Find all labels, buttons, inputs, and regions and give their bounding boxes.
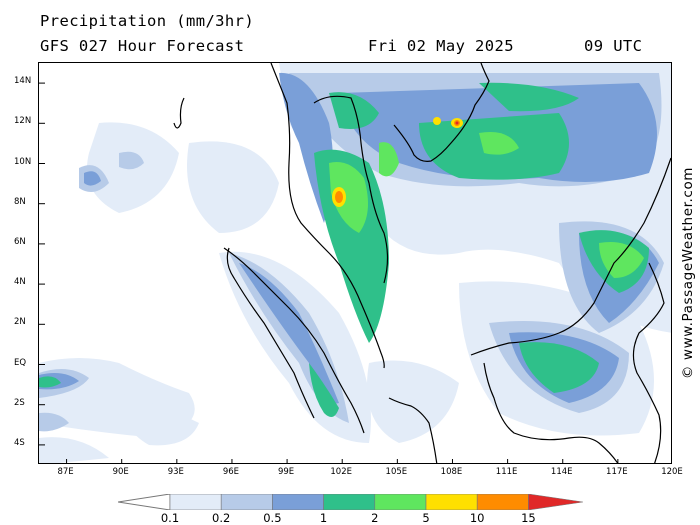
coastline (223, 247, 365, 434)
precip-area (479, 82, 579, 112)
precip-area (379, 142, 399, 177)
precip-area (433, 117, 441, 125)
legend-swatch (169, 494, 222, 510)
lat-label: 4N (14, 277, 26, 288)
lon-label: 93E (167, 467, 184, 477)
legend-swatch (476, 494, 529, 510)
lat-label: 2S (14, 397, 25, 408)
lat-label: 14N (14, 76, 32, 87)
coastline (632, 262, 665, 463)
lat-label: 8N (14, 196, 26, 207)
legend-label: 0.1 (160, 511, 180, 525)
precipitation-map (38, 62, 672, 464)
precip-area (455, 121, 459, 125)
legend-arrow-low (118, 494, 171, 510)
coastline (226, 247, 315, 419)
precip-area (39, 376, 61, 388)
coastline (470, 157, 671, 356)
coastline (173, 97, 185, 129)
lon-label: 114E (550, 467, 573, 477)
credit-text: © www.PassageWeather.com (678, 148, 698, 398)
grid-layer (39, 82, 619, 463)
precip-area (599, 242, 644, 278)
precip-area (119, 151, 144, 170)
lon-label: 117E (606, 467, 628, 477)
legend-swatch (323, 494, 376, 510)
lat-label: 4S (14, 437, 25, 448)
lat-label: 2N (14, 317, 26, 328)
legend-swatches (118, 494, 583, 510)
precipitation-layer (39, 63, 671, 463)
forecast-time: 09 UTC (584, 37, 643, 55)
precipitation-legend (118, 494, 583, 510)
lon-label: 90E (112, 467, 129, 477)
precip-area (84, 171, 101, 186)
precip-area (335, 191, 343, 203)
coastline (483, 362, 619, 463)
precip-area (329, 162, 368, 233)
lon-label: 102E (330, 467, 352, 477)
forecast-date: Fri 02 May 2025 (368, 37, 514, 55)
legend-swatch (374, 494, 427, 510)
lon-label: 96E (222, 467, 240, 477)
coastline (393, 63, 490, 162)
credit-label: © www.PassageWeather.com (680, 166, 696, 380)
forecast-subtitle: GFS 027 Hour Forecast (40, 37, 245, 55)
lat-label: 10N (14, 156, 32, 167)
legend-swatch (220, 494, 273, 510)
legend-label: 5 (422, 511, 430, 525)
legend-swatch (425, 494, 478, 510)
precip-area (187, 141, 279, 233)
coastline (388, 397, 438, 463)
coastline-layer (173, 63, 671, 463)
legend-label: 15 (521, 511, 536, 525)
precip-area (519, 342, 599, 393)
coastline (270, 63, 385, 369)
precip-area (329, 92, 379, 129)
lat-label: 6N (14, 236, 26, 247)
lon-label: 108E (440, 467, 463, 477)
precip-area (119, 393, 199, 446)
coastline (313, 95, 389, 284)
precip-area (367, 360, 459, 443)
legend-arrow-high (528, 494, 583, 510)
legend-label: 0.2 (212, 511, 231, 525)
legend-label: 10 (469, 511, 485, 525)
lon-label: 87E (57, 467, 74, 477)
legend-label: 0.5 (263, 511, 282, 525)
legend-swatch (272, 494, 324, 510)
precip-area (479, 132, 519, 155)
lon-label: 111E (495, 467, 518, 477)
map-title: Precipitation (mm/3hr) (40, 12, 255, 30)
precip-area (239, 263, 339, 404)
precip-area (39, 437, 109, 463)
precip-area (309, 363, 339, 417)
legend-label: 1 (319, 511, 328, 525)
lon-label: 99E (277, 467, 295, 477)
lat-label: EQ (14, 357, 27, 368)
legend-label: 2 (371, 511, 379, 525)
lat-label: 12N (14, 116, 32, 127)
lon-label: 105E (385, 467, 408, 477)
precip-area (39, 412, 69, 432)
lon-label: 120E (661, 467, 683, 477)
map-canvas (39, 63, 671, 463)
